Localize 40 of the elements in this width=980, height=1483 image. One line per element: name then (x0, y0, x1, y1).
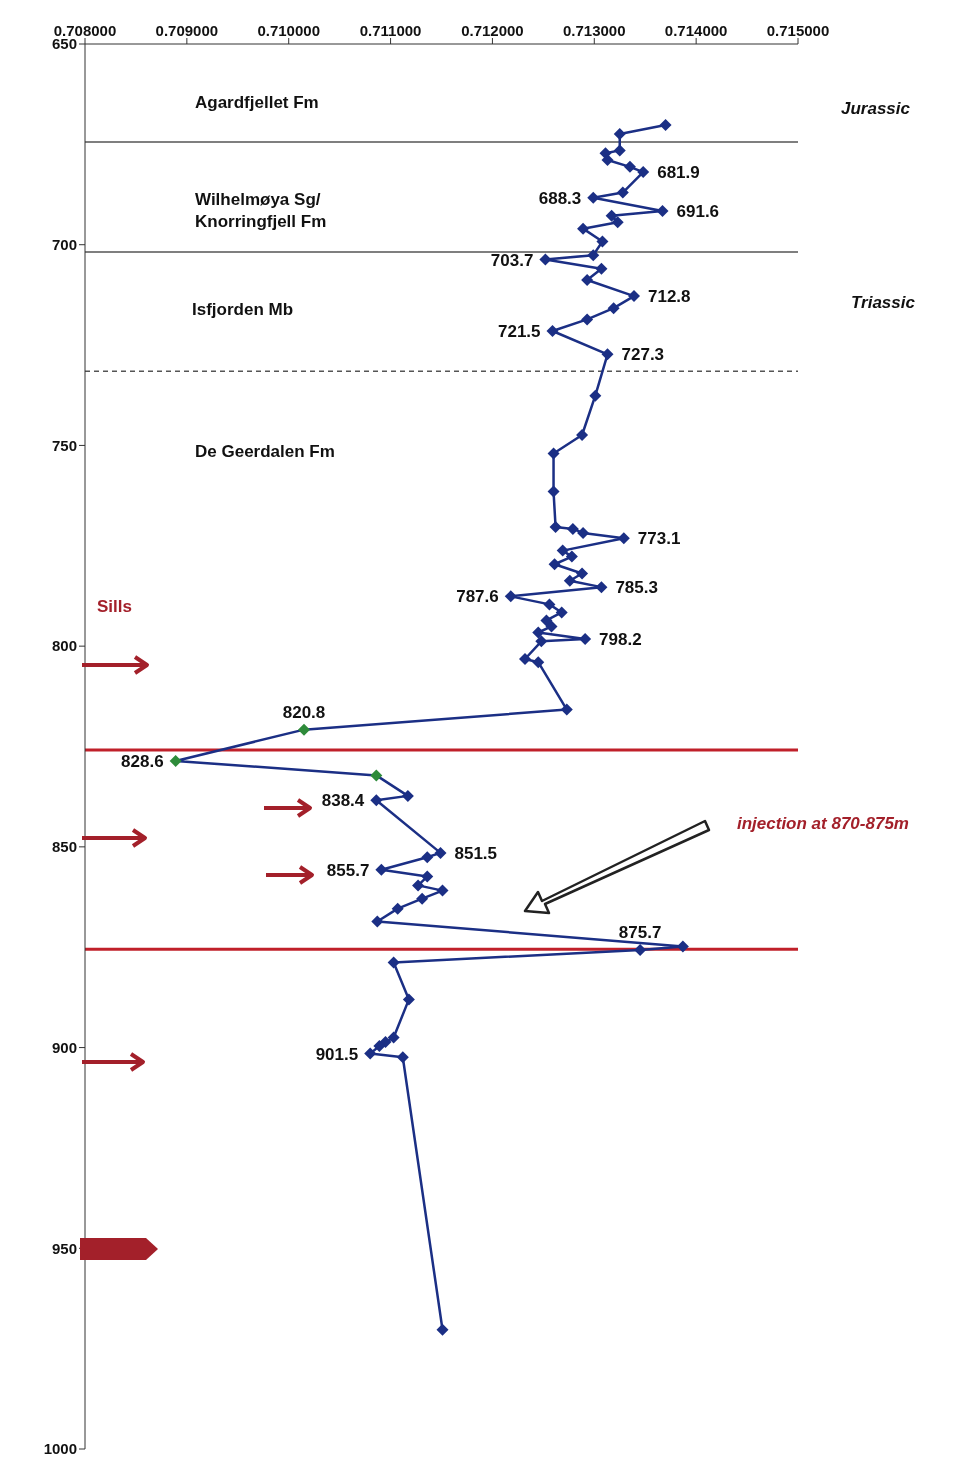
annotation: Agardfjellet Fm (195, 93, 319, 112)
text: Jurassic (841, 99, 911, 118)
data-label: 681.9 (657, 163, 700, 183)
data-label: 703.7 (490, 250, 534, 270)
annotation: Sills (97, 597, 132, 616)
data-label: 721.5 (497, 322, 541, 342)
x-tick-label: 0.712000 (461, 22, 524, 39)
y-tick-label: 850 (51, 838, 77, 856)
x-tick-label: 0.709000 (155, 22, 219, 39)
data-label: 785.3 (615, 578, 658, 598)
x-tick-label: 0.711000 (359, 22, 422, 39)
data-label: 798.2 (599, 629, 642, 649)
y-tick-label: 900 (51, 1038, 77, 1056)
data-label: 851.5 (454, 843, 498, 863)
x-tick-label: 0.713000 (563, 22, 626, 39)
data-label: 691.6 (676, 201, 720, 221)
annotation: Wilhelmøya Sg/ Knorringfjell Fm (195, 190, 327, 231)
x-tick-label: 0.710000 (257, 22, 320, 39)
data-label: 820.8 (282, 702, 326, 722)
data-label: 712.8 (648, 287, 691, 307)
data-label: 773.1 (637, 529, 681, 549)
text: Triassic (851, 293, 916, 312)
data-label: 688.3 (538, 188, 582, 208)
y-tick-label: 800 (51, 637, 77, 655)
x-tick-label: 0.715000 (766, 22, 830, 39)
data-label: 875.7 (618, 923, 662, 943)
y-tick-label: 950 (51, 1239, 77, 1257)
y-tick-label: 1000 (43, 1440, 77, 1458)
data-label: 828.6 (121, 751, 164, 771)
data-label: 901.5 (315, 1044, 359, 1064)
annotation: injection at 870-875m (737, 814, 909, 833)
y-tick-label: 750 (51, 436, 77, 454)
data-label: 855.7 (326, 860, 370, 880)
annotation: De Geerdalen Fm (195, 442, 335, 461)
data-label: 787.6 (456, 587, 499, 607)
x-tick-label: 0.714000 (664, 22, 728, 39)
data-label: 727.3 (621, 345, 665, 365)
y-tick-label: 700 (51, 236, 77, 254)
data-label: 838.4 (321, 791, 365, 811)
annotation: Isfjorden Mb (192, 300, 294, 319)
